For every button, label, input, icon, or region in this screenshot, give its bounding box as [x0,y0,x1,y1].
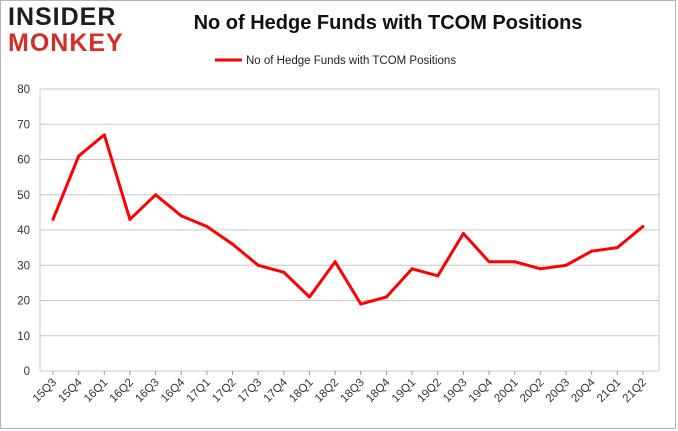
series-layer [51,133,645,306]
y-tick-label-30: 30 [17,260,30,272]
data-point-21Q2 [641,224,645,228]
x-tick-label-16Q4: 16Q4 [159,376,188,405]
grid-lines [39,88,660,372]
x-tick-label-17Q4: 17Q4 [262,376,291,405]
x-tick-label-20Q3: 20Q3 [544,377,572,405]
data-point-18Q1 [308,295,311,299]
x-tick-label-17Q2: 17Q2 [210,377,238,405]
insider-monkey-logo: INSIDER MONKEY [8,4,128,56]
data-point-15Q3 [51,217,55,221]
y-tick-label-50: 50 [17,190,30,202]
data-point-21Q1 [615,246,619,250]
data-point-18Q2 [333,260,337,264]
data-point-17Q4 [282,270,286,274]
data-point-20Q3 [564,263,568,267]
data-point-17Q1 [205,224,209,228]
y-tick-label-40: 40 [17,225,30,237]
data-point-16Q1 [102,133,106,137]
data-point-16Q4 [179,214,183,218]
x-tick-label-19Q1: 19Q1 [390,377,418,405]
x-tick-label-18Q3: 18Q3 [339,377,367,405]
x-tick-label-16Q1: 16Q1 [82,377,110,405]
x-tick-label-21Q2: 21Q2 [621,377,649,405]
x-tick-label-16Q2: 16Q2 [108,377,136,405]
data-point-17Q3 [256,263,260,267]
x-tick-label-19Q3: 19Q3 [441,377,469,405]
data-point-16Q2 [128,217,132,221]
logo-line-insider: INSIDER [8,3,117,31]
chart-title: No of Hedge Funds with TCOM Positions [193,12,583,34]
x-tick-label-16Q3: 16Q3 [133,377,161,405]
x-tick-label-20Q4: 20Q4 [569,376,598,405]
data-point-19Q1 [410,267,414,271]
y-tick-label-20: 20 [17,296,30,308]
data-point-18Q3 [359,302,363,306]
series-line-0 [51,133,644,306]
data-point-19Q4 [487,260,491,264]
data-point-16Q3 [154,193,158,197]
x-tick-label-19Q2: 19Q2 [415,377,443,405]
x-axis: 15Q315Q416Q116Q216Q316Q417Q117Q217Q317Q4… [31,371,649,405]
legend-label: No of Hedge Funds with TCOM Positions [246,55,456,67]
x-tick-label-18Q1: 18Q1 [287,377,315,405]
y-tick-label-60: 60 [17,155,30,167]
y-tick-label-80: 80 [17,84,30,96]
y-tick-label-0: 0 [24,366,30,378]
data-point-19Q2 [436,274,440,278]
data-point-18Q4 [384,295,388,299]
x-tick-label-21Q1: 21Q1 [595,377,623,405]
y-tick-label-10: 10 [17,331,30,343]
data-point-15Q4 [77,154,81,158]
data-point-20Q2 [538,267,542,271]
legend: No of Hedge Funds with TCOM Positions [215,55,456,67]
x-tick-label-15Q4: 15Q4 [56,376,85,405]
x-tick-label-17Q3: 17Q3 [236,377,264,405]
data-point-20Q4 [590,249,594,253]
data-point-20Q1 [513,260,517,264]
x-tick-label-18Q4: 18Q4 [364,376,393,405]
data-point-19Q3 [461,232,465,236]
x-tick-label-19Q4: 19Q4 [467,376,496,405]
y-tick-label-70: 70 [17,119,30,131]
y-axis: 0 10 20 30 40 50 60 70 80 [17,84,30,378]
logo-line-monkey: MONKEY [8,29,124,57]
x-tick-label-20Q1: 20Q1 [492,377,520,405]
x-tick-label-20Q2: 20Q2 [518,377,546,405]
x-tick-label-17Q1: 17Q1 [185,377,213,405]
x-tick-label-18Q2: 18Q2 [313,377,341,405]
data-point-17Q2 [231,242,235,246]
x-tick-label-15Q3: 15Q3 [31,377,59,405]
